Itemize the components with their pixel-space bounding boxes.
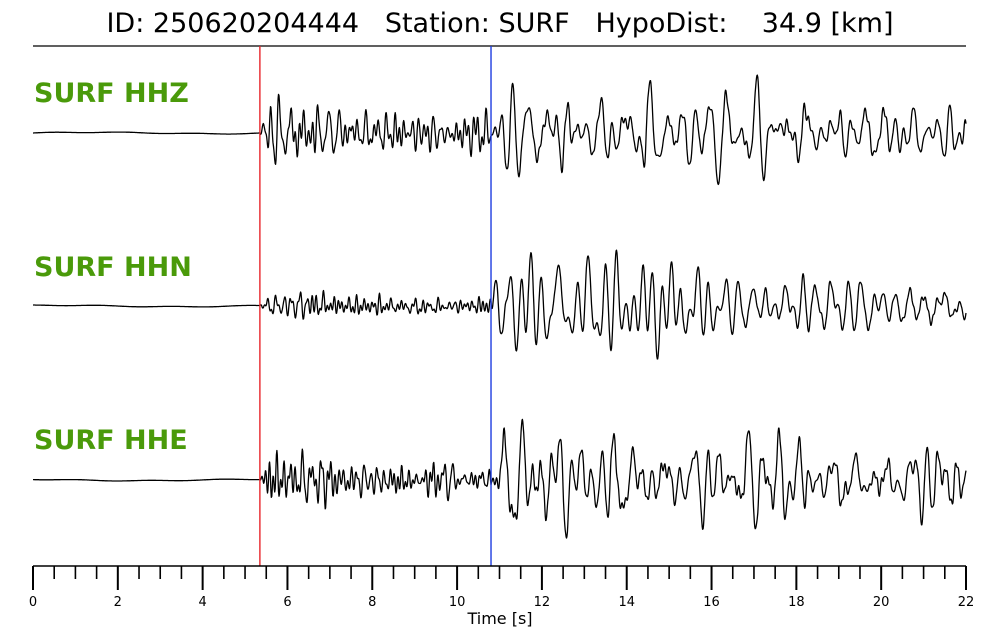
channel-label: SURF HHN xyxy=(34,252,192,283)
trace-surf-hhn xyxy=(32,249,967,360)
hypodist-unit: [km] xyxy=(830,8,894,39)
station-value: SURF xyxy=(498,8,570,39)
tick-label: 14 xyxy=(618,595,635,610)
hypodist-label: HypoDist: xyxy=(595,8,728,39)
tick-label: 8 xyxy=(368,595,376,610)
trace-surf-hhz xyxy=(32,74,967,186)
tick-label: 6 xyxy=(283,595,291,610)
chart-title: ID: 250620204444 Station: SURF HypoDist:… xyxy=(0,8,1000,39)
channel-label: SURF HHZ xyxy=(34,78,189,109)
tick-label: 4 xyxy=(198,595,206,610)
trace-group xyxy=(32,74,967,539)
hypodist-value: 34.9 xyxy=(761,8,822,39)
channel-label-group: SURF HHZ SURF HHN SURF HHE xyxy=(34,78,192,456)
tick-label: 2 xyxy=(114,595,122,610)
channel-label: SURF HHE xyxy=(34,425,188,456)
id-value: 250620204444 xyxy=(152,8,360,39)
tick-label: 0 xyxy=(29,595,37,610)
pick-group xyxy=(259,46,492,566)
tick-label: 18 xyxy=(788,595,805,610)
tick-label: 10 xyxy=(449,595,466,610)
tick-label: 20 xyxy=(873,595,890,610)
tick-label: 12 xyxy=(534,595,551,610)
station-label: Station: xyxy=(384,8,490,39)
tick-label: 16 xyxy=(703,595,720,610)
trace-surf-hhe xyxy=(32,418,967,539)
id-label: ID: xyxy=(106,8,145,39)
x-axis-label: Time [s] xyxy=(466,609,532,628)
tick-label: 22 xyxy=(958,595,975,610)
time-axis: 0 2 4 6 8 10 12 14 16 18 20 22 Time [s] xyxy=(29,565,975,628)
